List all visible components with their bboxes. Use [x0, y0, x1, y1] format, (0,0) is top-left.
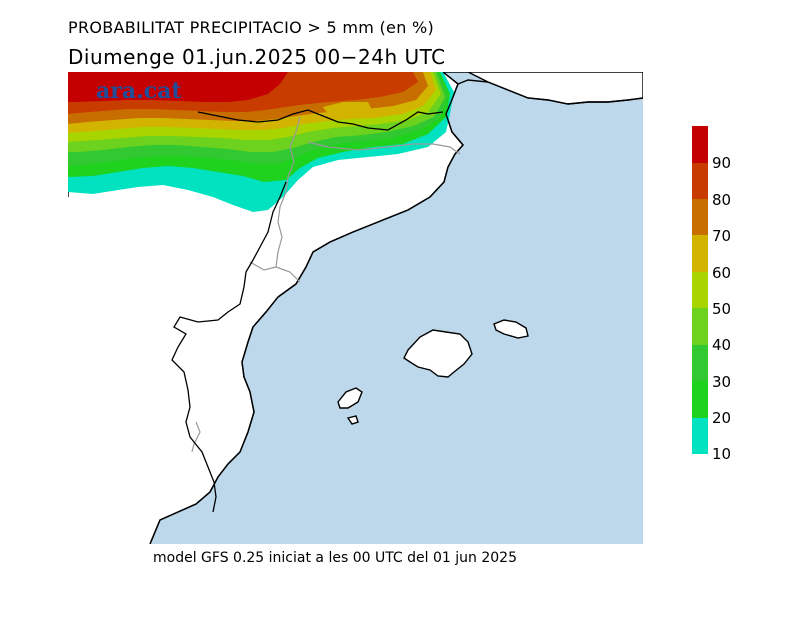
region-border-4 — [191, 421, 201, 453]
coastline — [149, 72, 464, 544]
color-legend — [692, 126, 708, 454]
legend-label-70: 70 — [712, 227, 732, 245]
mallorca — [403, 329, 473, 378]
legend-label-60: 60 — [712, 264, 732, 282]
pyrenees-border — [197, 109, 444, 131]
legend-label-80: 80 — [712, 191, 732, 209]
legend-swatch-40 — [692, 345, 708, 381]
legend-swatch-30 — [692, 381, 708, 418]
legend-label-50: 50 — [712, 300, 732, 318]
legend-swatch-70 — [692, 235, 708, 272]
legend-label-10: 10 — [712, 445, 732, 463]
legend-label-40: 40 — [712, 336, 732, 354]
region-border-2 — [307, 141, 461, 155]
legend-swatch-60 — [692, 272, 708, 308]
ibiza — [337, 387, 363, 409]
legend-swatch-90 — [692, 163, 708, 199]
menorca — [493, 319, 529, 339]
legend-swatch-20 — [692, 418, 708, 454]
map-title: PROBABILITAT PRECIPITACIO > 5 mm (en %) — [68, 18, 435, 37]
band-100 — [68, 72, 288, 102]
precipitation-map — [68, 72, 643, 544]
coastline-france — [457, 79, 643, 105]
legend-label-30: 30 — [712, 373, 732, 391]
outside-left — [68, 197, 150, 544]
region-border-3 — [249, 261, 277, 271]
aragon-border — [171, 181, 287, 513]
watermark-logo: ara.cat — [96, 78, 182, 104]
formentera — [346, 415, 359, 425]
legend-swatch-50 — [692, 308, 708, 345]
legend-label-90: 90 — [712, 154, 732, 172]
band-70-patch — [323, 102, 373, 117]
map-subtitle: Diumenge 01.jun.2025 00−24h UTC — [68, 45, 446, 69]
legend-label-20: 20 — [712, 409, 732, 427]
legend-swatch-80 — [692, 199, 708, 235]
model-footer: model GFS 0.25 iniciat a les 00 UTC del … — [153, 550, 517, 566]
legend-swatch-100 — [692, 126, 708, 163]
